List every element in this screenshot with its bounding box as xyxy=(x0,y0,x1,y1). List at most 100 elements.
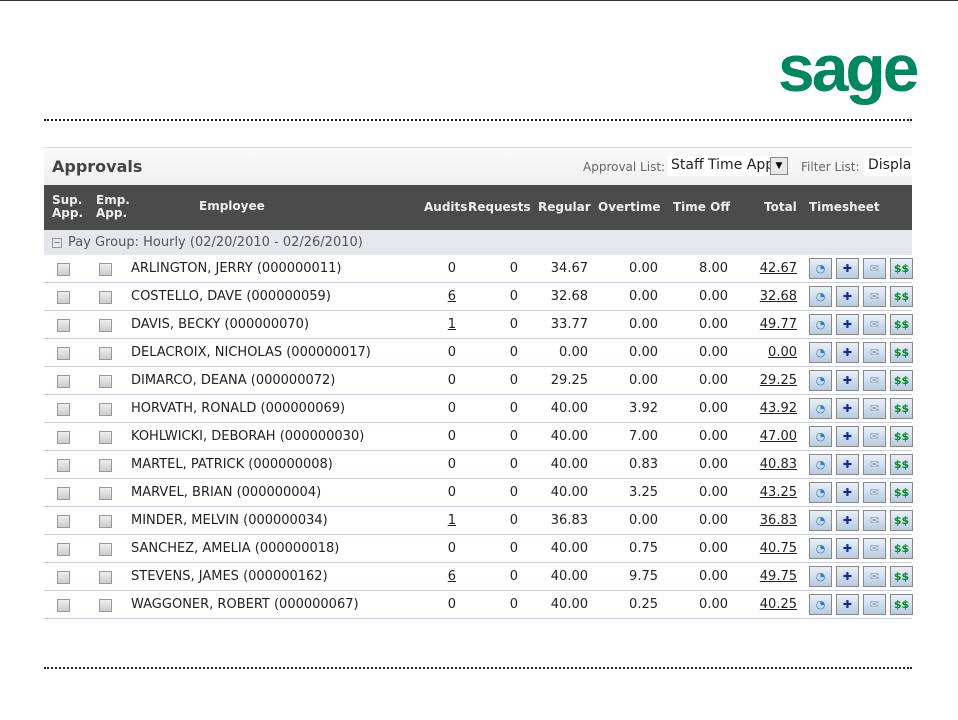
audits-value[interactable]: 6 xyxy=(447,569,456,584)
money-icon[interactable]: $$ xyxy=(890,426,913,447)
mail-icon[interactable]: ✉ xyxy=(863,454,886,475)
mail-icon[interactable]: ✉ xyxy=(863,342,886,363)
employee-name[interactable]: DAVIS, BECKY (000000070) xyxy=(131,317,310,332)
emp-approve-checkbox[interactable] xyxy=(99,487,112,500)
mail-icon[interactable]: ✉ xyxy=(863,566,886,587)
approval-list-select[interactable]: Staff Time App xyxy=(667,156,773,176)
clock-icon[interactable]: ◔ xyxy=(809,454,832,475)
total-link[interactable]: 40.83 xyxy=(759,457,797,472)
money-icon[interactable]: $$ xyxy=(890,454,913,475)
collapse-icon[interactable]: − xyxy=(52,238,62,248)
col-timeoff[interactable]: Time Off xyxy=(673,200,731,214)
total-link[interactable]: 43.92 xyxy=(759,401,797,416)
add-icon[interactable]: ✚ xyxy=(836,342,859,363)
employee-name[interactable]: SANCHEZ, AMELIA (000000018) xyxy=(131,541,340,556)
sup-approve-checkbox[interactable] xyxy=(57,515,70,528)
add-icon[interactable]: ✚ xyxy=(836,370,859,391)
employee-name[interactable]: HORVATH, RONALD (000000069) xyxy=(131,401,346,416)
sup-approve-checkbox[interactable] xyxy=(57,263,70,276)
add-icon[interactable]: ✚ xyxy=(836,510,859,531)
total-link[interactable]: 49.77 xyxy=(759,317,797,332)
add-icon[interactable]: ✚ xyxy=(836,258,859,279)
audits-value[interactable]: 1 xyxy=(447,513,456,528)
emp-approve-checkbox[interactable] xyxy=(99,403,112,416)
employee-name[interactable]: KOHLWICKI, DEBORAH (000000030) xyxy=(131,429,365,444)
clock-icon[interactable]: ◔ xyxy=(809,482,832,503)
emp-approve-checkbox[interactable] xyxy=(99,431,112,444)
sup-approve-checkbox[interactable] xyxy=(57,543,70,556)
sup-approve-checkbox[interactable] xyxy=(57,375,70,388)
employee-name[interactable]: ARLINGTON, JERRY (000000011) xyxy=(131,261,342,276)
add-icon[interactable]: ✚ xyxy=(836,426,859,447)
money-icon[interactable]: $$ xyxy=(890,566,913,587)
clock-icon[interactable]: ◔ xyxy=(809,426,832,447)
col-requests[interactable]: Requests xyxy=(468,200,531,214)
clock-icon[interactable]: ◔ xyxy=(809,258,832,279)
filter-list-select[interactable]: Display xyxy=(864,156,912,176)
clock-icon[interactable]: ◔ xyxy=(809,314,832,335)
total-link[interactable]: 42.67 xyxy=(759,261,797,276)
employee-name[interactable]: MARVEL, BRIAN (000000004) xyxy=(131,485,322,500)
money-icon[interactable]: $$ xyxy=(890,370,913,391)
total-link[interactable]: 40.75 xyxy=(759,541,797,556)
clock-icon[interactable]: ◔ xyxy=(809,510,832,531)
col-audits[interactable]: Audits xyxy=(424,200,468,214)
col-employee[interactable]: Employee xyxy=(199,199,265,213)
clock-icon[interactable]: ◔ xyxy=(809,370,832,391)
total-link[interactable]: 47.00 xyxy=(759,429,797,444)
add-icon[interactable]: ✚ xyxy=(836,454,859,475)
money-icon[interactable]: $$ xyxy=(890,538,913,559)
total-link[interactable]: 36.83 xyxy=(759,513,797,528)
mail-icon[interactable]: ✉ xyxy=(863,258,886,279)
mail-icon[interactable]: ✉ xyxy=(863,482,886,503)
money-icon[interactable]: $$ xyxy=(890,482,913,503)
emp-approve-checkbox[interactable] xyxy=(99,459,112,472)
col-emp-app[interactable]: Emp. App. xyxy=(96,193,130,220)
sup-approve-checkbox[interactable] xyxy=(57,319,70,332)
clock-icon[interactable]: ◔ xyxy=(809,342,832,363)
sup-approve-checkbox[interactable] xyxy=(57,347,70,360)
emp-approve-checkbox[interactable] xyxy=(99,571,112,584)
audits-value[interactable]: 1 xyxy=(447,317,456,332)
total-link[interactable]: 40.25 xyxy=(759,597,797,612)
emp-approve-checkbox[interactable] xyxy=(99,263,112,276)
audits-value[interactable]: 6 xyxy=(447,289,456,304)
add-icon[interactable]: ✚ xyxy=(836,566,859,587)
mail-icon[interactable]: ✉ xyxy=(863,538,886,559)
col-total[interactable]: Total xyxy=(764,200,797,214)
employee-name[interactable]: MARTEL, PATRICK (000000008) xyxy=(131,457,333,472)
emp-approve-checkbox[interactable] xyxy=(99,375,112,388)
mail-icon[interactable]: ✉ xyxy=(863,314,886,335)
sup-approve-checkbox[interactable] xyxy=(57,431,70,444)
money-icon[interactable]: $$ xyxy=(890,286,913,307)
mail-icon[interactable]: ✉ xyxy=(863,370,886,391)
emp-approve-checkbox[interactable] xyxy=(99,347,112,360)
clock-icon[interactable]: ◔ xyxy=(809,594,832,615)
employee-name[interactable]: COSTELLO, DAVE (000000059) xyxy=(131,289,331,304)
add-icon[interactable]: ✚ xyxy=(836,314,859,335)
mail-icon[interactable]: ✉ xyxy=(863,398,886,419)
total-link[interactable]: 32.68 xyxy=(759,289,797,304)
total-link[interactable]: 43.25 xyxy=(759,485,797,500)
sup-approve-checkbox[interactable] xyxy=(57,459,70,472)
col-regular[interactable]: Regular xyxy=(538,200,591,214)
employee-name[interactable]: WAGGONER, ROBERT (000000067) xyxy=(131,597,359,612)
emp-approve-checkbox[interactable] xyxy=(99,599,112,612)
money-icon[interactable]: $$ xyxy=(890,398,913,419)
money-icon[interactable]: $$ xyxy=(890,342,913,363)
sup-approve-checkbox[interactable] xyxy=(57,599,70,612)
employee-name[interactable]: DELACROIX, NICHOLAS (000000017) xyxy=(131,345,371,360)
clock-icon[interactable]: ◔ xyxy=(809,566,832,587)
emp-approve-checkbox[interactable] xyxy=(99,319,112,332)
sup-approve-checkbox[interactable] xyxy=(57,571,70,584)
add-icon[interactable]: ✚ xyxy=(836,538,859,559)
money-icon[interactable]: $$ xyxy=(890,258,913,279)
add-icon[interactable]: ✚ xyxy=(836,482,859,503)
add-icon[interactable]: ✚ xyxy=(836,398,859,419)
col-timesheet[interactable]: Timesheet xyxy=(809,200,880,214)
add-icon[interactable]: ✚ xyxy=(836,286,859,307)
add-icon[interactable]: ✚ xyxy=(836,594,859,615)
emp-approve-checkbox[interactable] xyxy=(99,543,112,556)
emp-approve-checkbox[interactable] xyxy=(99,515,112,528)
emp-approve-checkbox[interactable] xyxy=(99,291,112,304)
